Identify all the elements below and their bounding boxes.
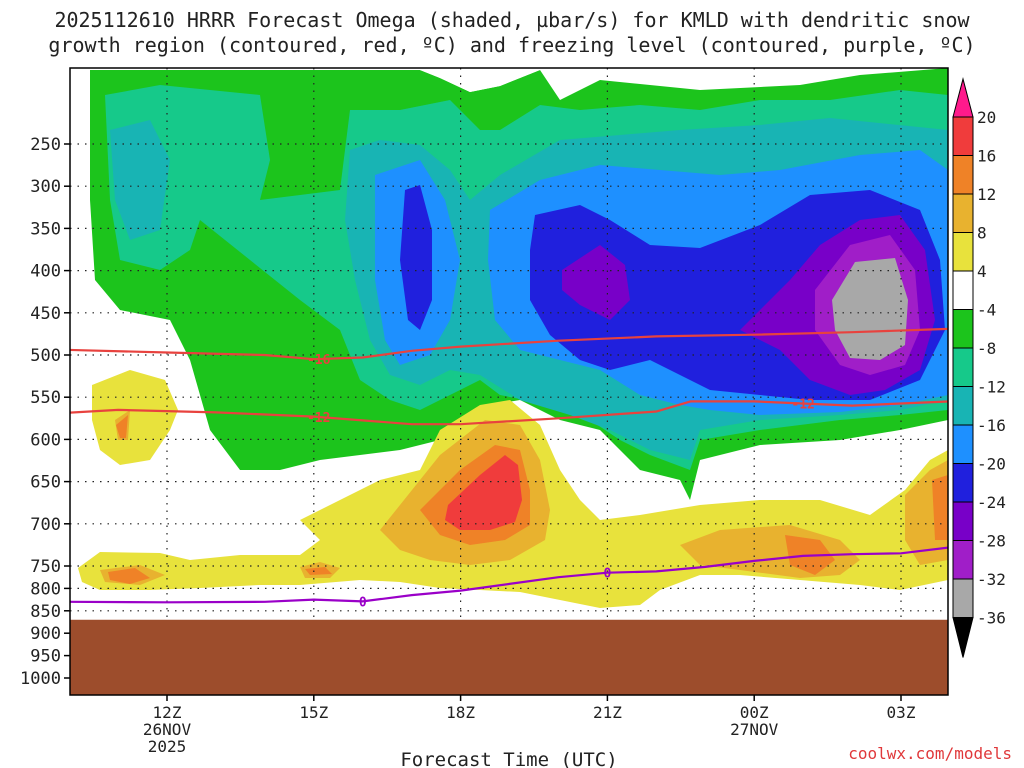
x-tick-date: 27NOV [730,720,779,739]
x-tick-label: 18Z [446,703,475,722]
colorbar-level-label: 12 [977,185,996,204]
colorbar-swatch [952,193,974,233]
colorbar-swatch [952,155,974,195]
x-tick-label: 12Z [153,703,182,722]
x-tick-year: 2025 [148,737,187,756]
contour-label-freezing-level: 0 [603,567,611,582]
colorbar-swatch [952,232,974,272]
x-tick-date: 26NOV [143,720,192,739]
plot-frame [69,67,949,696]
colorbar-level-label: -8 [977,339,996,358]
colorbar-level-label: 4 [977,262,987,281]
contour-label-dgz-minus-16: -16 [307,353,331,368]
colorbar-level-label: -12 [977,378,1006,397]
y-tick-label: 300 [30,177,61,197]
y-tick-label: 350 [30,219,61,239]
colorbar-swatch [952,309,974,349]
colorbar-swatch [952,116,974,156]
x-tick-label: 00Z [740,703,769,722]
omega-region-grey [832,258,908,360]
colorbar-swatch [952,501,974,541]
x-tick-label: 21Z [593,703,622,722]
y-axis: 2503003504004505005506006507007508008509… [20,135,70,689]
y-tick-label: 700 [30,515,61,535]
y-tick-label: 800 [30,579,61,599]
y-tick-label: 400 [30,262,61,282]
y-tick-label: 550 [30,388,61,408]
colorbar-swatch [952,578,974,618]
colorbar-top-arrow [952,77,974,118]
colorbar-level-label: -16 [977,416,1006,435]
colorbar-level-label: 16 [977,147,996,166]
omega-shading: -16 -12 -12 0 0 [70,68,948,695]
x-axis-label: Forecast Time (UTC) [400,749,617,768]
colorbar-swatch [952,347,974,387]
chart-title-line2: growth region (contoured, red, ºC) and f… [48,33,976,57]
colorbar-level-label: -24 [977,493,1006,512]
ground-fill [70,619,948,695]
omega-region-red [445,455,522,530]
colorbar-level-label: -28 [977,532,1006,551]
contour-line-dgz-minus-12 [70,400,948,426]
y-tick-label: 900 [30,624,61,644]
contour-line-dgz-minus-16 [70,327,948,361]
y-tick-label: 600 [30,430,61,450]
colorbar-swatch [952,540,974,580]
y-tick-label: 750 [30,557,61,577]
credit-text: coolwx.com/models [848,744,1012,763]
colorbar-level-label: -36 [977,609,1006,628]
contours: -16 -12 -12 0 0 [70,327,948,610]
colorbar-swatch [952,270,974,310]
colorbar-swatch [952,463,974,503]
colorbar-bottom-arrow [952,617,974,658]
colorbar-swatch [952,386,974,426]
colorbar-swatch [952,424,974,464]
colorbar-level-label: -4 [977,301,996,320]
contour-label-freezing-level: 0 [359,595,367,610]
y-tick-label: 500 [30,346,61,366]
y-tick-label: 1000 [20,669,61,689]
y-tick-label: 950 [30,647,61,667]
contour-line-freezing-level [70,546,948,604]
y-tick-label: 250 [30,135,61,155]
y-tick-label: 650 [30,473,61,493]
chart-title-line1: 2025112610 HRRR Forecast Omega (shaded, … [54,8,970,32]
colorbar-level-label: 20 [977,108,996,127]
contour-label-dgz-minus-12: -12 [307,411,330,426]
x-tick-label: 03Z [887,703,916,722]
colorbar-level-label: -20 [977,455,1006,474]
omega-region-orange [108,415,948,584]
x-tick-label: 15Z [299,703,328,722]
colorbar: 20 16 12 8 4 -4 -8 -12 -16 -20 -24 -28 -32 -36 [952,77,1006,658]
y-tick-label: 450 [30,304,61,324]
colorbar-level-label: -32 [977,570,1006,589]
y-tick-label: 850 [30,602,61,622]
contour-label-dgz-minus-12: -12 [791,398,814,413]
colorbar-level-label: 8 [977,224,987,243]
